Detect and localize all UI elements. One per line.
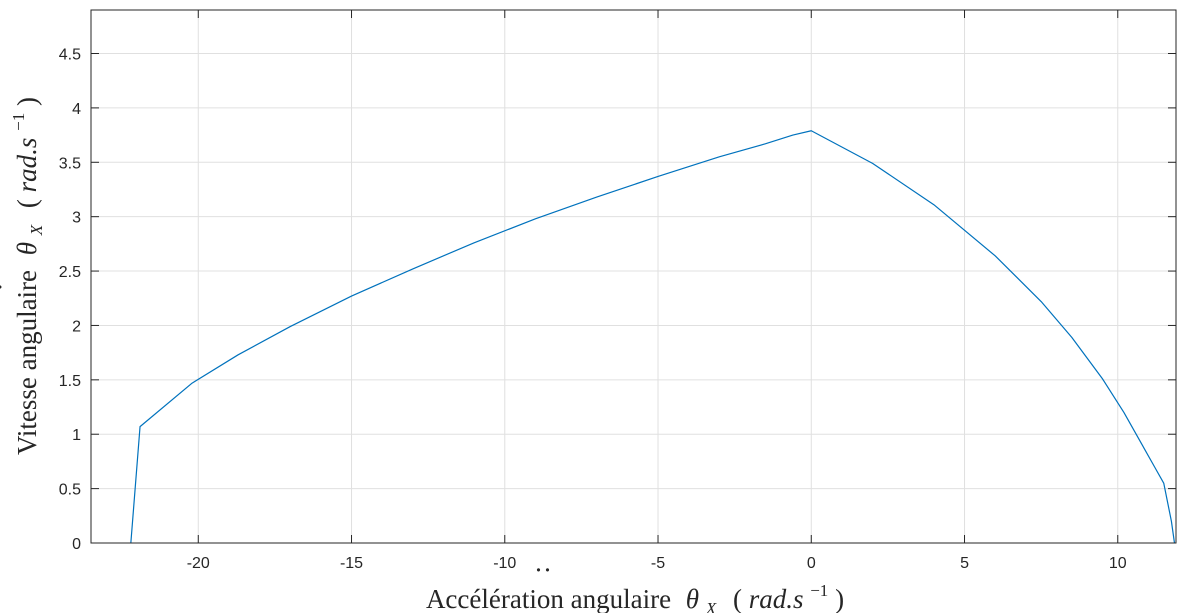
x-tick-label: 0 [807, 555, 816, 572]
x-axis-label: Accélération angulaire θ X ( rad.s −1 ) … [426, 555, 844, 613]
x-tick-label: -15 [340, 555, 363, 572]
series-group [130, 130, 1176, 544]
x-tick-label: 10 [1109, 555, 1127, 572]
series-line-0 [130, 130, 1176, 544]
svg-text:Vitesse angulaire θ: Vitesse angulaire θ X ( rad.s −1 ) [0, 97, 48, 455]
x-tick-label: -20 [187, 555, 210, 572]
svg-text:Accélération angulaire θ: Accélération angulaire θ X ( rad.s −1 ) [426, 572, 844, 613]
y-axis-label-text: Vitesse angulaire [12, 270, 42, 455]
y-tick-label: 1.5 [59, 373, 81, 390]
y-tick-label: 2 [72, 318, 81, 335]
y-axis-label-dot: · [0, 283, 15, 292]
x-tick-labels: -20 -15 -10 -5 0 5 10 [187, 555, 1127, 572]
y-axis-label-subscript: X [27, 224, 46, 236]
x-tick-label: -10 [493, 555, 516, 572]
x-axis-label-unit-exp: −1 [810, 581, 828, 600]
y-axis-label-unit-open: ( [12, 199, 42, 208]
x-axis-label-symbol: θ [686, 584, 699, 613]
y-tick-label: 1 [72, 427, 81, 444]
y-axis-label-unit: rad.s [12, 138, 42, 193]
y-tick-label: 3 [72, 210, 81, 227]
x-axis-label-unit: rad.s [749, 584, 804, 613]
y-tick-label: 3.5 [59, 155, 81, 172]
grid-lines [91, 10, 1176, 544]
y-tick-label: 4.5 [59, 47, 81, 64]
x-axis-label-unit-open: ( [733, 584, 742, 613]
y-axis-label: Vitesse angulaire θ X ( rad.s −1 ) · [0, 97, 48, 455]
y-axis-label-unit-exp: −1 [9, 113, 28, 131]
y-tick-labels: 0 0.5 1 1.5 2 2.5 3 3.5 4 4.5 [59, 47, 81, 553]
x-tick-label: -5 [651, 555, 665, 572]
plot-frame [90, 9, 1177, 544]
y-tick-label: 4 [72, 101, 81, 118]
y-tick-label: 2.5 [59, 264, 81, 281]
x-axis-label-subscript: X [705, 599, 717, 613]
y-tick-label: 0 [72, 536, 81, 553]
y-axis-label-symbol: θ [12, 242, 42, 255]
x-axis-label-text: Accélération angulaire [426, 584, 671, 613]
x-axis-label-unit-close: ) [835, 584, 844, 613]
x-tick-label: 5 [960, 555, 969, 572]
y-axis-label-unit-close: ) [12, 97, 42, 106]
tick-marks [91, 10, 1176, 544]
y-tick-label: 0.5 [59, 482, 81, 499]
x-axis-label-dots: ·· [534, 555, 552, 585]
